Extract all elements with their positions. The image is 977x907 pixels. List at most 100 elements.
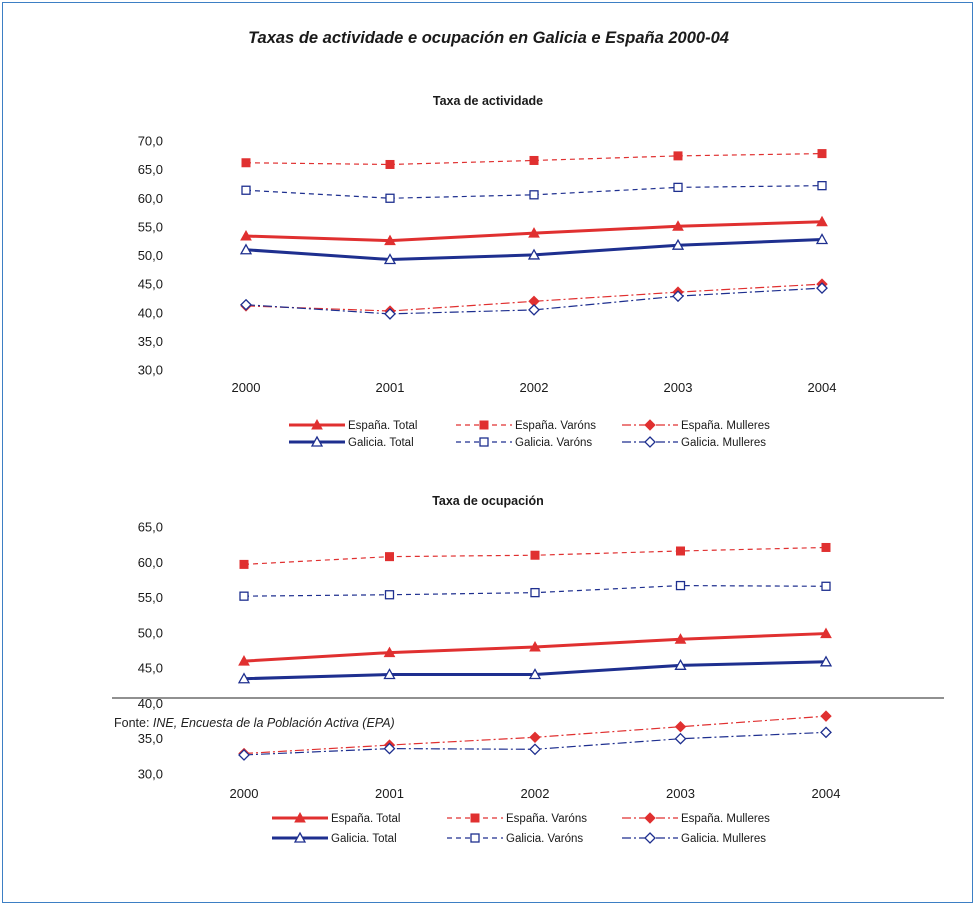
legend-marker bbox=[644, 832, 656, 844]
data-point bbox=[385, 193, 395, 203]
x-tick-label: 2001 bbox=[376, 380, 405, 395]
data-point bbox=[384, 234, 396, 246]
data-point bbox=[385, 159, 395, 169]
y-tick-label: 55,0 bbox=[138, 590, 163, 605]
series-espana-varons bbox=[241, 149, 827, 169]
data-point bbox=[673, 182, 683, 193]
legend-marker bbox=[644, 436, 656, 448]
legend-item: España. Varóns bbox=[456, 420, 596, 432]
x-tick-label: 2002 bbox=[521, 786, 550, 801]
series-galicia-total bbox=[237, 655, 833, 684]
y-tick-label: 65,0 bbox=[138, 162, 163, 177]
data-point bbox=[674, 721, 687, 733]
series-line bbox=[245, 287, 823, 315]
data-point bbox=[815, 233, 829, 245]
legend-marker bbox=[644, 812, 656, 824]
legend-item: España. Varóns bbox=[447, 813, 587, 825]
legend-item: Galicia. Total bbox=[289, 435, 414, 449]
legend-label: España. Total bbox=[331, 813, 400, 825]
data-point bbox=[237, 672, 251, 684]
series-line bbox=[245, 283, 823, 312]
legend-marker bbox=[311, 418, 323, 430]
y-tick-label: 45,0 bbox=[138, 661, 163, 676]
data-point bbox=[528, 668, 542, 680]
data-point bbox=[528, 303, 540, 316]
legend-label: España. Varóns bbox=[506, 813, 587, 825]
data-point bbox=[241, 185, 251, 195]
x-tick-label: 2003 bbox=[666, 786, 695, 801]
data-point bbox=[820, 726, 832, 739]
data-point bbox=[817, 149, 827, 159]
y-tick-label: 50,0 bbox=[138, 248, 163, 263]
series-galicia-varons bbox=[239, 580, 831, 601]
figure-title: Taxas de actividade e ocupación en Galic… bbox=[248, 29, 729, 47]
data-point bbox=[820, 627, 832, 639]
y-tick-label: 60,0 bbox=[138, 191, 163, 206]
legend-marker bbox=[470, 813, 480, 823]
y-tick-label: 55,0 bbox=[138, 219, 163, 234]
source-prefix: Fonte: bbox=[114, 716, 150, 730]
legend-item: España. Mulleres bbox=[622, 419, 770, 432]
series-galicia-total bbox=[239, 233, 829, 265]
legend-label: Galicia. Total bbox=[348, 437, 414, 449]
legend-label: España. Mulleres bbox=[681, 420, 770, 432]
chart-title: Taxa de ocupación bbox=[432, 494, 544, 508]
legend-item: Galicia. Mulleres bbox=[622, 832, 766, 845]
series-galicia-varons bbox=[241, 181, 827, 203]
data-point bbox=[529, 743, 541, 756]
x-tick-label: 2001 bbox=[375, 786, 404, 801]
x-tick-label: 2002 bbox=[520, 380, 549, 395]
legend-item: Galicia. Mulleres bbox=[622, 436, 766, 449]
data-point bbox=[675, 580, 686, 591]
y-tick-label: 45,0 bbox=[138, 277, 163, 292]
data-point bbox=[383, 253, 397, 265]
data-point bbox=[817, 181, 827, 191]
data-point bbox=[529, 731, 541, 744]
data-point bbox=[527, 248, 541, 260]
data-point bbox=[384, 590, 395, 600]
data-point bbox=[383, 668, 396, 680]
data-point bbox=[529, 640, 541, 652]
y-tick-label: 60,0 bbox=[138, 555, 163, 570]
data-point bbox=[674, 633, 687, 644]
data-point bbox=[821, 542, 831, 552]
source-rest: , Encuesta de la Población Activa (EPA) bbox=[173, 716, 395, 730]
data-point bbox=[239, 559, 249, 569]
legend: España. Total España. Varóns España. Mulle… bbox=[289, 418, 770, 449]
legend-marker bbox=[310, 435, 324, 447]
x-tick-label: 2000 bbox=[230, 786, 259, 801]
legend-item: España. Total bbox=[289, 418, 417, 432]
data-point bbox=[530, 587, 540, 598]
legend-label: Galicia. Varóns bbox=[506, 833, 583, 845]
x-tick-label: 2004 bbox=[812, 786, 841, 801]
data-point bbox=[821, 581, 831, 591]
legend-marker bbox=[644, 419, 656, 431]
y-tick-label: 50,0 bbox=[138, 625, 163, 640]
data-point bbox=[819, 655, 833, 667]
legend: España. Total España. Varóns España. Mulle… bbox=[272, 811, 770, 845]
legend-label: España. Varóns bbox=[515, 420, 596, 432]
y-tick-label: 35,0 bbox=[138, 334, 163, 349]
data-point bbox=[674, 658, 687, 670]
data-point bbox=[674, 732, 687, 745]
legend-item: España. Mulleres bbox=[622, 812, 770, 825]
legend-marker bbox=[479, 420, 489, 430]
legend-item: Galicia. Varóns bbox=[447, 833, 583, 845]
data-point bbox=[238, 749, 250, 761]
data-point bbox=[530, 550, 540, 560]
y-tick-label: 70,0 bbox=[138, 134, 163, 149]
data-point bbox=[384, 307, 396, 320]
data-point bbox=[671, 238, 685, 250]
legend-label: Galicia. Total bbox=[331, 833, 397, 845]
data-point bbox=[238, 655, 250, 666]
source-org: INE bbox=[152, 716, 174, 730]
legend-marker bbox=[294, 811, 306, 823]
data-point bbox=[816, 282, 828, 295]
data-point bbox=[241, 158, 251, 168]
y-tick-label: 30,0 bbox=[138, 767, 163, 782]
series-galicia-mulleres bbox=[240, 282, 828, 320]
y-tick-label: 35,0 bbox=[138, 731, 163, 746]
data-point bbox=[383, 742, 396, 755]
legend-label: España. Total bbox=[348, 420, 417, 432]
